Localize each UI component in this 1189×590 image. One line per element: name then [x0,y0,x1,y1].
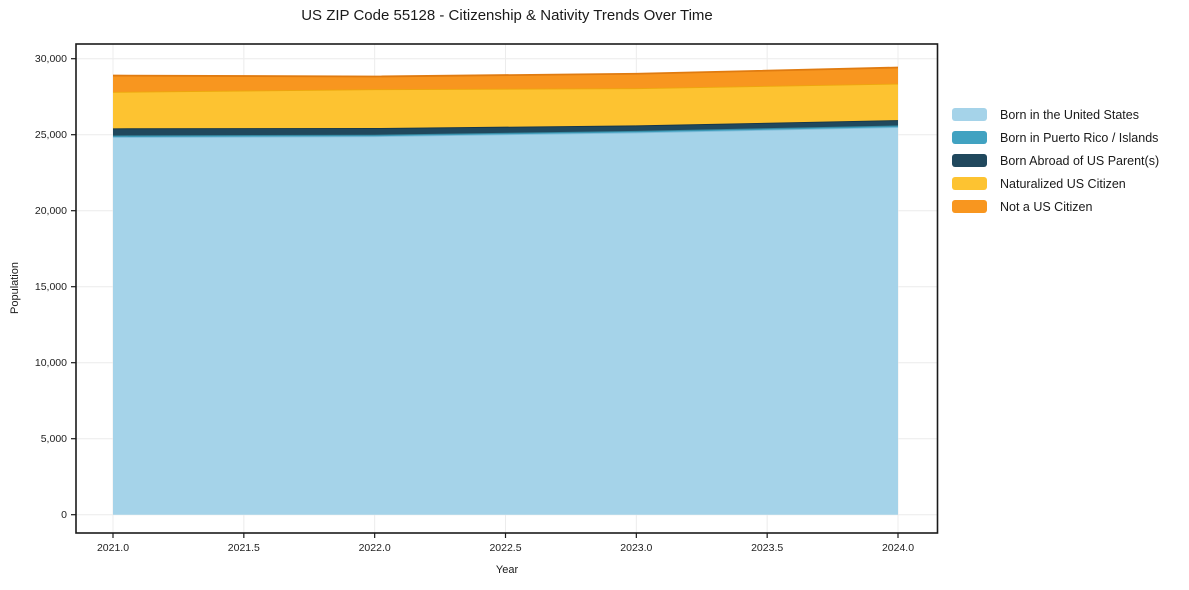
x-tick-label: 2023.5 [751,542,783,554]
legend-item: Not a US Citizen [952,195,1159,218]
legend-swatch-icon [952,154,987,167]
x-tick-label: 2022.0 [359,542,391,554]
x-tick-label: 2024.0 [882,542,914,554]
legend-item: Naturalized US Citizen [952,172,1159,195]
y-tick-label: 15,000 [35,281,67,293]
x-tick-label: 2021.0 [97,542,129,554]
area-series-4 [113,67,898,92]
x-tick-label: 2023.0 [620,542,652,554]
x-tick-label: 2022.5 [489,542,521,554]
legend-item: Born in the United States [952,103,1159,126]
area-series-2 [113,120,898,136]
x-axis-title: Year [495,564,519,576]
plot-spines [75,43,939,534]
area-series-4-edge [112,66,899,78]
y-tick-label: 30,000 [35,53,67,65]
y-tick-label: 0 [61,509,67,521]
legend-swatch-icon [952,200,987,213]
legend-item: Born Abroad of US Parent(s) [952,149,1159,172]
legend-item: Born in Puerto Rico / Islands [952,126,1159,149]
area-series-3 [113,83,898,129]
legend-label: Born Abroad of US Parent(s) [1000,153,1160,168]
area-series-2-edge [112,119,899,130]
legend-swatch-icon [952,108,987,121]
y-tick-label: 25,000 [35,129,67,141]
legend-swatch-icon [952,177,987,190]
chart-title: US ZIP Code 55128 - Citizenship & Nativi… [301,7,713,24]
legend-label: Born in Puerto Rico / Islands [1000,130,1159,145]
y-tick-label: 10,000 [35,357,67,369]
y-axis-title: Population [9,262,21,314]
legend-label: Born in the United States [1000,107,1139,122]
legend-swatch-icon [952,131,987,144]
area-series-0 [113,127,898,515]
legend-label: Naturalized US Citizen [1000,176,1126,191]
y-tick-label: 5,000 [41,433,67,445]
x-tick-label: 2021.5 [228,542,260,554]
legend: Born in the United States Born in Puerto … [952,103,1159,218]
legend-label: Not a US Citizen [1000,199,1093,214]
y-tick-label: 20,000 [35,205,67,217]
